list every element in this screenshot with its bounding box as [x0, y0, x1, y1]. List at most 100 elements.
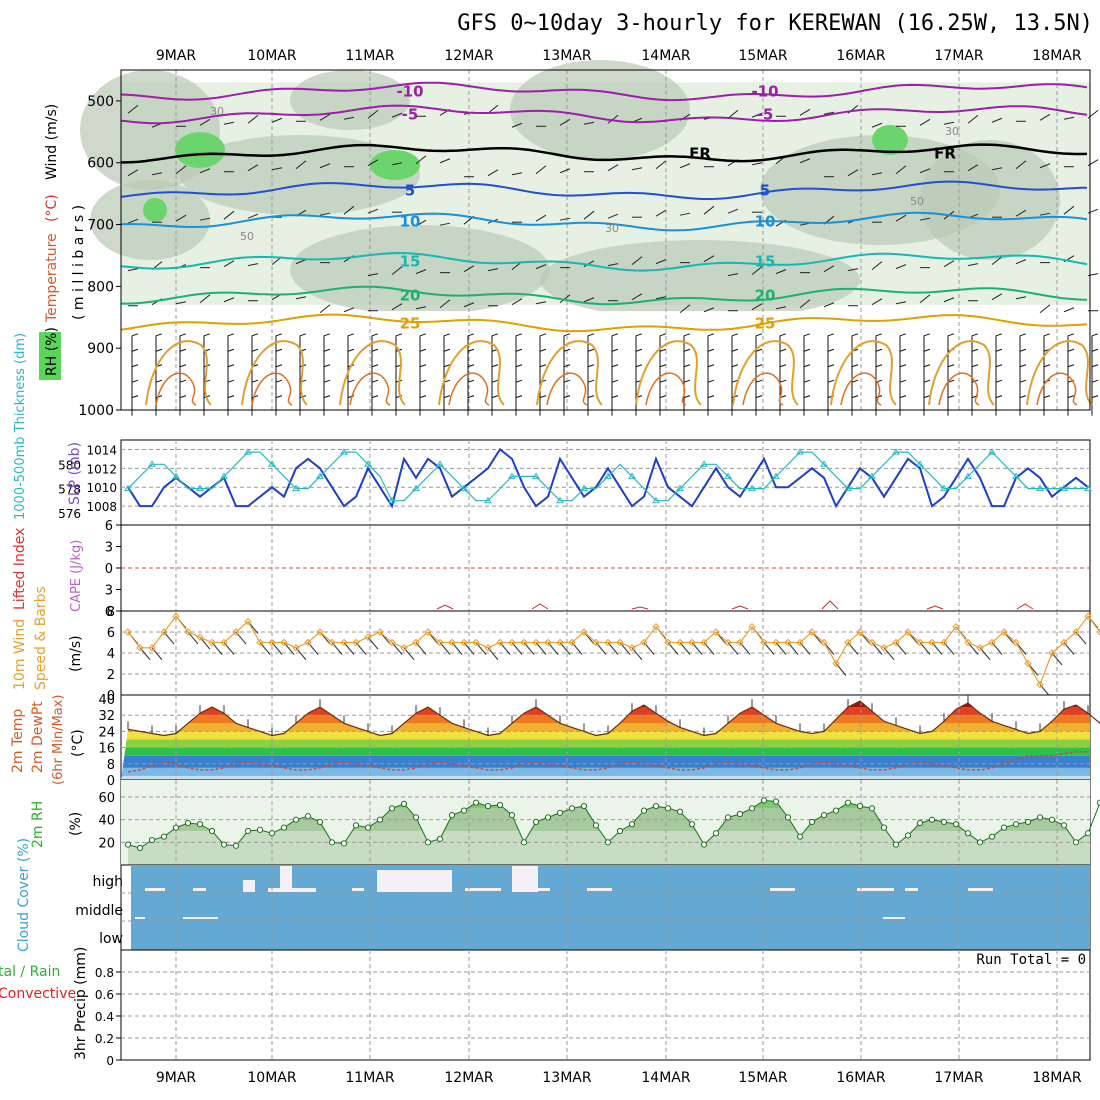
wind-speed-marker: [628, 644, 636, 652]
cloud-cover-label: Cloud Cover (%): [16, 838, 32, 952]
slp-axis-label: SLP (mb): [67, 442, 83, 505]
wind-barb: [515, 379, 523, 383]
wind-speed-marker: [580, 628, 588, 636]
temp-label: 2m Temp: [10, 709, 26, 773]
wind-barb: [943, 297, 955, 303]
wind-barb: [923, 348, 931, 352]
wind-barb: [899, 395, 907, 399]
cloud-level-middle: middle: [75, 903, 123, 919]
wind-barb: [1091, 348, 1099, 352]
wind-speed-marker: [676, 638, 684, 647]
wind-speed-marker: [544, 638, 552, 647]
boundary-contour: [155, 372, 197, 406]
thickness-marker: [124, 484, 132, 492]
rh-tick-label: 40: [98, 814, 115, 829]
rh-marker: [580, 802, 588, 810]
wind-barb: [871, 261, 883, 271]
wind-barb: [491, 333, 499, 337]
wind-barb: [131, 379, 139, 383]
rh-contour-label: 30: [605, 222, 619, 235]
wind-barb: [659, 364, 667, 368]
wind-barb: [779, 333, 787, 337]
wind-barb: [1067, 395, 1075, 399]
wind-barb: [415, 155, 427, 165]
cloud-block: [770, 888, 795, 891]
wind-barb: [391, 112, 403, 118]
wind-barb: [559, 217, 571, 221]
wind-barb: [1091, 333, 1099, 337]
rh-axis: 20 40 60: [98, 791, 115, 851]
cloud-block: [352, 888, 364, 891]
rh-fill: [121, 780, 1090, 865]
wind-barb: [1091, 395, 1099, 399]
rh-marker: [784, 814, 792, 821]
wind-barb: [151, 172, 163, 176]
wind-barb: [367, 109, 379, 119]
wind-barb: [563, 348, 571, 352]
wind-barb: [175, 214, 187, 222]
wind-barb: [683, 364, 691, 368]
thickness-marker: [940, 484, 948, 492]
wind-speed-marker: [508, 638, 516, 647]
wind-barb: [203, 333, 211, 337]
wind-speed-marker: [532, 638, 540, 647]
wind-barb: [703, 255, 715, 263]
rh-unit: (%): [68, 812, 84, 836]
wind-speed-marker: [880, 644, 888, 652]
rh-marker: [604, 839, 612, 846]
wind-barb: [275, 395, 283, 399]
date-label-bottom: 14MAR: [641, 1070, 690, 1086]
cloud-block: [512, 866, 538, 892]
isotherms: -10 -10 -5 -5 FR FR 5 5 10 10 15 15 20 20 25 25 30 50 30 50…: [120, 81, 1088, 332]
isotherm-label: -10: [396, 83, 423, 101]
date-label-top: 16MAR: [836, 48, 885, 64]
cape-spike: [436, 604, 454, 610]
rh-marker: [1084, 830, 1092, 837]
wind-speed-marker: [760, 638, 768, 647]
rh-marker: [124, 841, 132, 848]
wind-barb: [851, 333, 859, 337]
wind-barb: [899, 348, 907, 352]
wind-speed-marker: [1000, 628, 1008, 636]
wind-barb: [247, 114, 259, 124]
wind-barb: [779, 379, 787, 383]
wind-barb: [779, 364, 787, 368]
wind-barb: [319, 113, 331, 121]
thickness-marker: [172, 472, 180, 479]
boundary-contour: [536, 340, 603, 406]
cloud-level-high: high: [92, 874, 123, 890]
wind-barb: [1043, 364, 1051, 368]
wind-barb: [635, 348, 643, 352]
rh-marker: [436, 835, 444, 843]
cloud-block: [377, 870, 452, 892]
wind-barb: [371, 379, 379, 383]
wind-barb: [563, 364, 571, 368]
thickness-marker: [772, 472, 780, 479]
thickness-marker: [916, 460, 924, 467]
wind-barb: [467, 333, 475, 337]
rh-marker: [280, 824, 288, 831]
wind-barb: [487, 169, 499, 177]
rh-marker: [148, 836, 156, 844]
wind-speed-marker: [988, 638, 996, 647]
wind-barb: [607, 263, 619, 267]
rh-marker: [760, 797, 768, 804]
wind-barb: [271, 117, 283, 123]
bottom-date-labels: 9MAR 10MAR 11MAR 12MAR 13MAR 14MAR 15MAR 16MAR 1…: [156, 1070, 1082, 1086]
wind-barb: [1043, 395, 1051, 399]
rh-marker: [676, 808, 684, 815]
precip-tick-label: 0.4: [95, 1010, 114, 1024]
wind-barb: [895, 264, 907, 270]
wind-barb: [659, 348, 667, 352]
wind-grid: [121, 611, 1090, 695]
thickness-marker: [316, 472, 324, 479]
wind-barb: [755, 395, 763, 399]
rh-marker: [916, 819, 924, 827]
precip-tick-label: 0.6: [95, 988, 114, 1002]
rh-band-70: [143, 198, 167, 222]
wind-speed-marker: [652, 623, 660, 631]
rh-marker: [964, 830, 972, 837]
boundary-contour: [1036, 372, 1078, 406]
wind-barb: [227, 364, 235, 368]
